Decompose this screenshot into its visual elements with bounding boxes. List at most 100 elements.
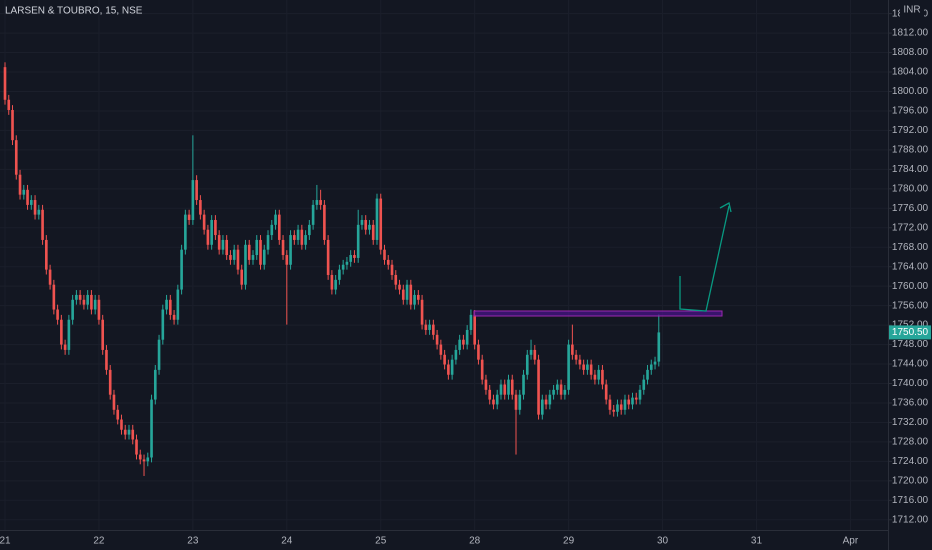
candle-body xyxy=(244,244,247,285)
candle-body xyxy=(432,324,435,335)
candle-body xyxy=(33,200,37,215)
candle-body xyxy=(657,332,661,362)
candle-body xyxy=(63,344,67,350)
y-tick-label: 1756.00 xyxy=(892,300,929,311)
candle-body xyxy=(439,344,443,355)
y-tick-label: 1740.00 xyxy=(892,378,929,389)
y-tick-label: 1796.00 xyxy=(892,106,929,117)
candle-body xyxy=(180,249,183,290)
candle-body xyxy=(604,384,608,400)
candle-body xyxy=(458,339,461,350)
candle-body xyxy=(345,261,349,265)
candle-body xyxy=(184,214,187,250)
candle-body xyxy=(578,359,582,365)
candle-body xyxy=(518,394,522,410)
candle-body xyxy=(120,419,123,430)
candle-body xyxy=(210,219,213,245)
candle-body xyxy=(56,309,59,320)
x-tick-label: 31 xyxy=(751,536,763,547)
candle-body xyxy=(383,249,386,260)
currency-bg xyxy=(900,3,924,17)
candle-body xyxy=(135,439,138,455)
candle-body xyxy=(232,249,236,260)
y-tick-label: 1752.00 xyxy=(892,320,929,331)
candle-body xyxy=(349,255,352,262)
candle-body xyxy=(601,369,604,385)
candle-body xyxy=(308,224,311,236)
candle-body xyxy=(221,239,225,250)
y-tick-label: 1712.00 xyxy=(892,514,929,525)
y-tick-label: 1776.00 xyxy=(892,203,929,214)
y-tick-label: 1808.00 xyxy=(892,47,929,58)
candle-body xyxy=(176,289,180,320)
candle-body xyxy=(627,399,631,405)
candle-body xyxy=(492,399,495,405)
candle-body xyxy=(424,324,428,330)
candle-body xyxy=(522,374,525,395)
candle-body xyxy=(247,244,251,260)
candle-body xyxy=(326,239,330,275)
candle-body xyxy=(229,255,232,260)
candle-body xyxy=(304,235,307,245)
currency-label: INR xyxy=(903,5,920,16)
candle-body xyxy=(477,344,480,360)
candle-body xyxy=(368,224,371,230)
y-tick-label: 1728.00 xyxy=(892,437,929,448)
candle-body xyxy=(537,359,540,415)
candle-body xyxy=(623,399,627,410)
candle-body xyxy=(29,200,33,205)
y-tick-label: 1772.00 xyxy=(892,222,929,233)
candle-body xyxy=(552,389,555,395)
candle-body xyxy=(462,339,465,345)
y-tick-label: 1720.00 xyxy=(892,475,929,486)
candle-body xyxy=(14,140,18,175)
candle-body xyxy=(360,219,364,225)
candle-body xyxy=(619,404,623,410)
candle-body xyxy=(11,109,14,141)
candle-body xyxy=(199,200,202,215)
candle-body xyxy=(255,239,259,256)
candle-body xyxy=(447,364,450,375)
candle-body xyxy=(285,255,289,265)
candle-body xyxy=(266,235,270,250)
candle-body xyxy=(93,299,97,310)
candle-body xyxy=(37,209,41,215)
candle-body xyxy=(499,384,503,395)
grid xyxy=(0,0,888,530)
candle-body xyxy=(153,369,157,400)
y-tick-label: 1768.00 xyxy=(892,242,929,253)
candle-body xyxy=(469,314,473,330)
candle-body xyxy=(503,384,507,395)
candle-body xyxy=(398,284,401,290)
candle-body xyxy=(289,235,292,265)
candle-body xyxy=(82,299,86,305)
candle-body xyxy=(18,174,22,195)
candle-body xyxy=(510,379,514,395)
candle-body xyxy=(319,200,322,205)
x-tick-label: 23 xyxy=(187,536,199,547)
candle-body xyxy=(112,394,116,410)
candle-body xyxy=(75,294,78,300)
candle-body xyxy=(225,239,229,256)
candle-body xyxy=(507,379,510,395)
x-tick-label: 28 xyxy=(469,536,481,547)
candle-body xyxy=(172,314,176,320)
x-tick-label: Apr xyxy=(843,536,859,547)
candle-body xyxy=(405,284,409,300)
candle-body xyxy=(108,369,112,395)
candle-body xyxy=(300,229,304,245)
y-tick-label: 1724.00 xyxy=(892,456,929,467)
candle-body xyxy=(593,374,597,380)
y-tick-label: 1716.00 xyxy=(892,495,929,506)
candle-body xyxy=(161,309,165,340)
candle-body xyxy=(420,299,424,325)
candle-body xyxy=(484,379,488,390)
candle-body xyxy=(338,269,341,280)
candle-body xyxy=(150,399,153,458)
candle-body xyxy=(274,214,277,225)
y-tick-label: 1732.00 xyxy=(892,417,929,428)
y-tick-label: 1792.00 xyxy=(892,125,929,136)
candle-body xyxy=(473,314,476,345)
candle-body xyxy=(390,264,394,275)
